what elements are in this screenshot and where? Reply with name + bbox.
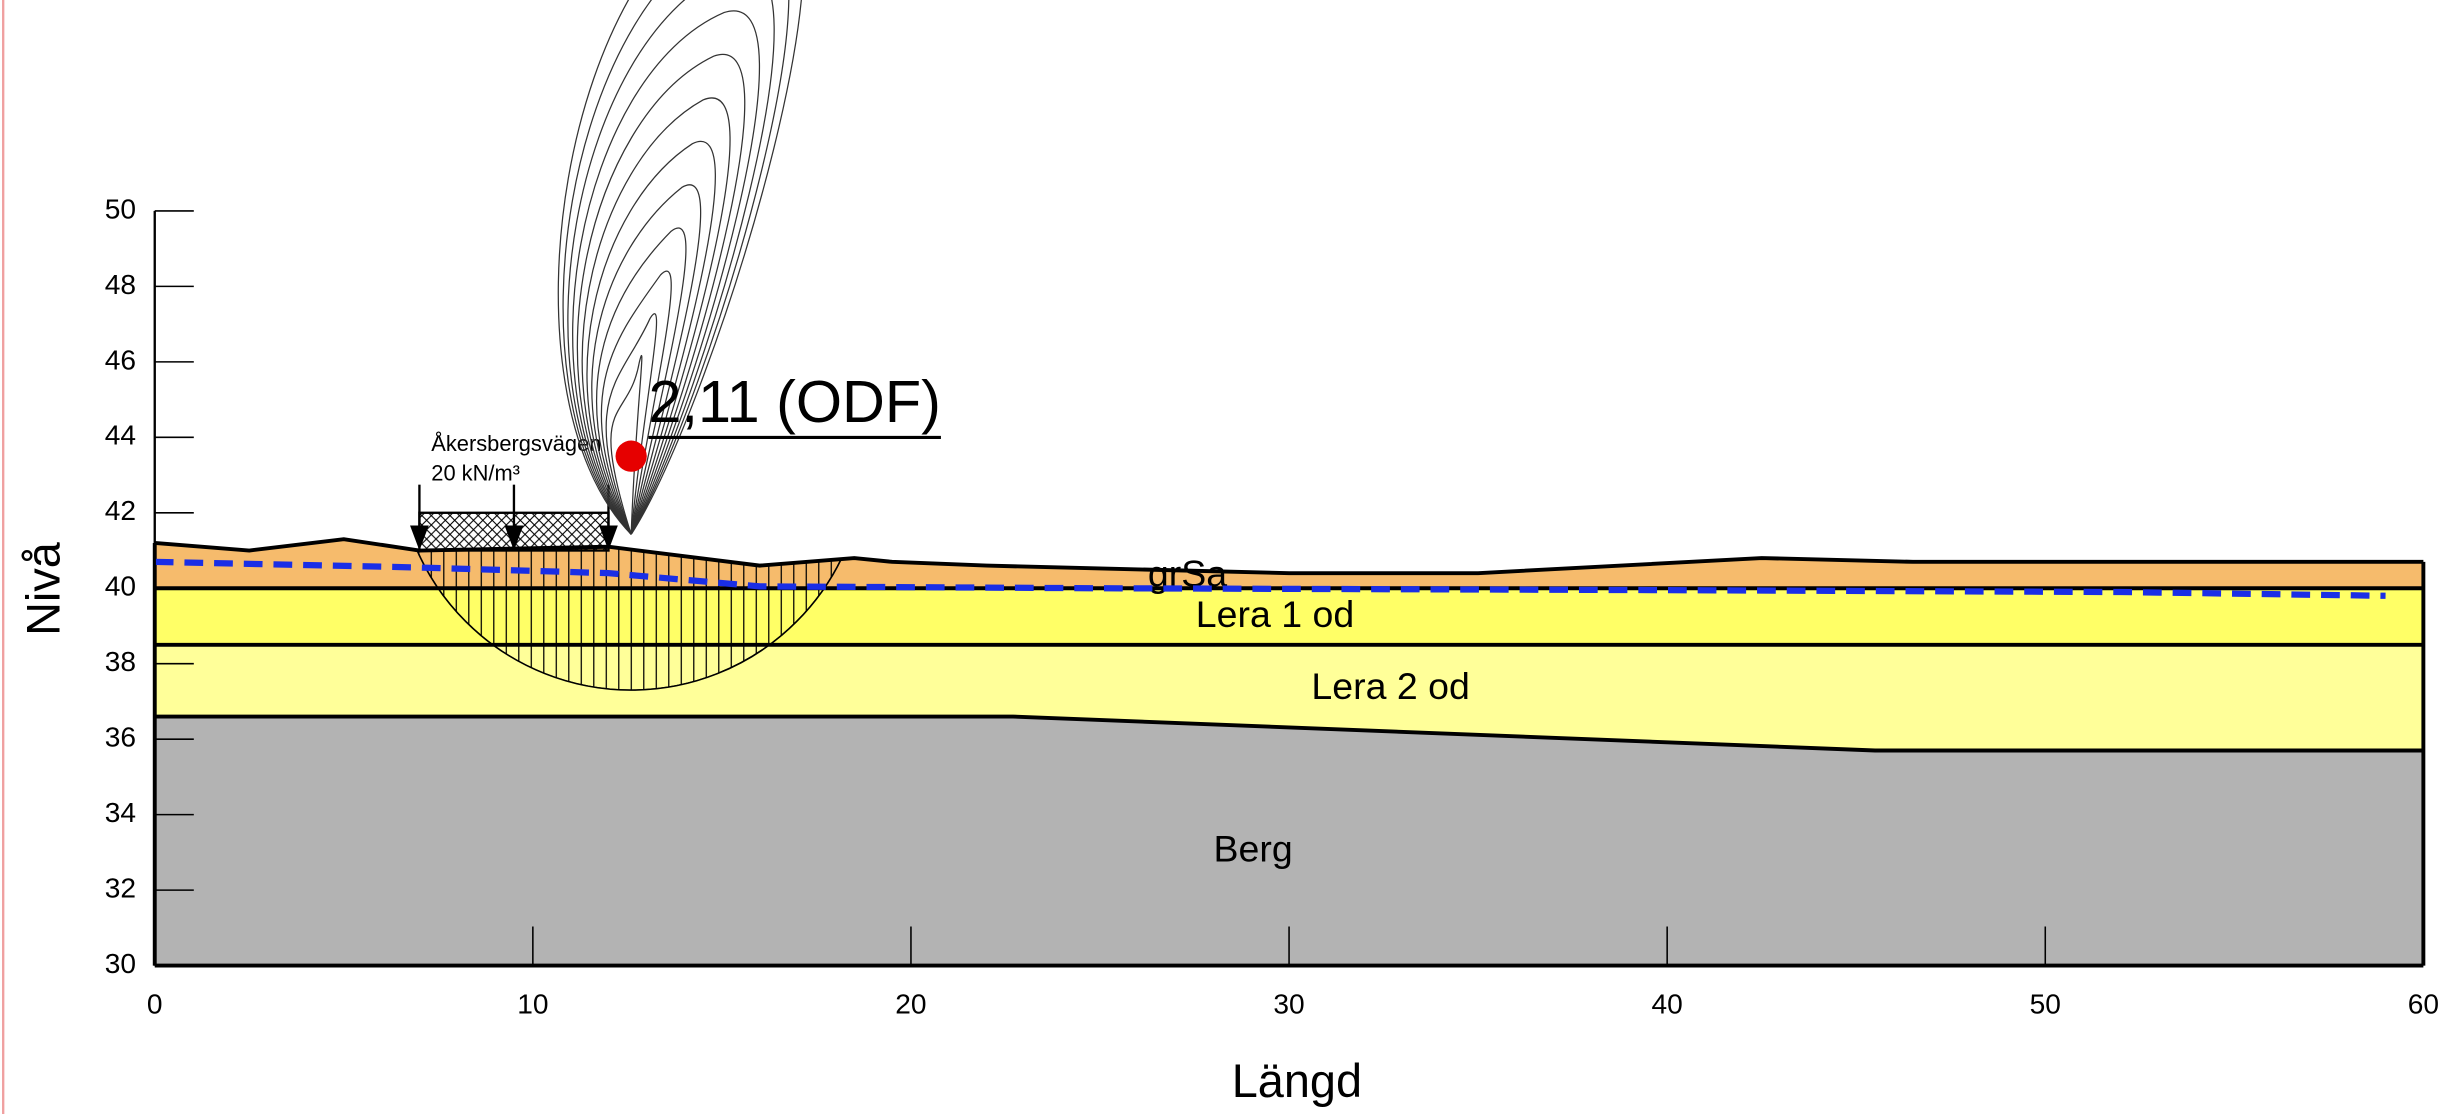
contour [610, 355, 643, 535]
layer-boundary [154, 714, 2424, 753]
x-tick-label: 20 [895, 989, 926, 1020]
load-arrowhead [410, 525, 429, 551]
contour [586, 140, 716, 535]
y-axis-title: Nivå [17, 541, 69, 636]
layer-label: Lera 1 od [1196, 593, 1354, 635]
layer-label: Berg [1214, 827, 1293, 869]
load-arrowhead [599, 525, 618, 551]
factor-of-safety: 2,11 (ODF) [648, 368, 940, 435]
y-tick-label: 44 [105, 420, 136, 451]
contour [591, 184, 702, 535]
y-tick-label: 36 [105, 722, 136, 753]
slip-arc [396, 539, 866, 691]
y-tick-label: 46 [105, 344, 136, 375]
y-tick-label: 32 [105, 873, 136, 904]
load-arrowhead [504, 525, 524, 551]
x-tick-label: 60 [2408, 989, 2439, 1020]
y-tick-label: 38 [105, 646, 136, 677]
x-tick-label: 30 [1273, 989, 1304, 1020]
contour [605, 313, 658, 535]
y-tick-label: 40 [105, 571, 136, 602]
load-label: 20 kN/m³ [431, 461, 520, 486]
contour [562, 0, 790, 535]
contour [576, 53, 746, 535]
x-tick-label: 40 [1652, 989, 1683, 1020]
layer-label: Lera 2 od [1311, 665, 1469, 707]
contour [581, 97, 731, 535]
contour [596, 227, 687, 535]
y-tick-label: 42 [105, 495, 136, 526]
contour [567, 0, 775, 535]
y-tick-label: 30 [105, 948, 136, 979]
x-tick-label: 0 [147, 989, 163, 1020]
contour [600, 270, 672, 535]
y-tick-label: 50 [105, 193, 136, 224]
x-tick-label: 10 [517, 989, 548, 1020]
x-axis-title: Längd [1232, 1055, 1362, 1107]
y-tick-label: 48 [105, 269, 136, 300]
y-tick-label: 34 [105, 797, 136, 828]
phreatic-line [154, 558, 2386, 599]
contour [557, 0, 802, 535]
x-tick-label: 50 [2030, 989, 2061, 1020]
critical-center [615, 440, 647, 472]
layer-boundary [154, 537, 2424, 576]
soil-layer [154, 716, 2424, 966]
load-name: Åkersbergsvägen [431, 431, 601, 456]
contour [572, 10, 761, 535]
